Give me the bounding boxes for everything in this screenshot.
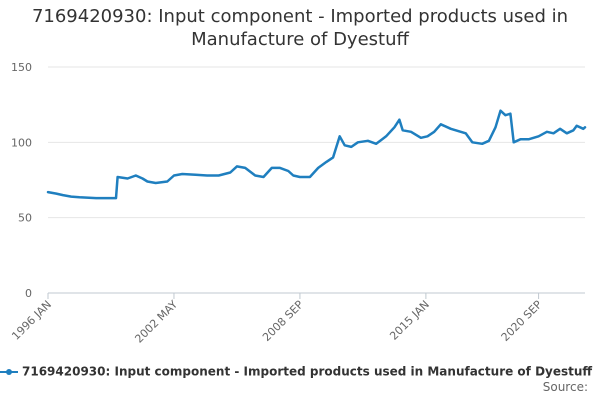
gridlines [48, 66, 585, 219]
axes [47, 292, 585, 299]
legend-label: 7169420930: Input component - Imported p… [22, 364, 593, 379]
legend-line-icon [0, 368, 18, 375]
chart-title: 7169420930: Input component - Imported p… [31, 6, 569, 50]
series-line[interactable] [46, 109, 587, 200]
y-tick-label: 150 [11, 61, 32, 74]
y-tick-label: 50 [18, 212, 32, 225]
x-tick-label: 2015 JAN [387, 298, 432, 343]
tick-labels: 0 50 100 150 1996 JAN 2002 MAY 2008 SEP 2015 JA… [9, 61, 545, 346]
x-tick-label: 2002 MAY [132, 298, 180, 346]
source-label: Source: [542, 380, 588, 394]
x-tick-label: 1996 JAN [9, 298, 54, 343]
series-layer [46, 109, 587, 200]
legend[interactable]: 7169420930: Input component - Imported p… [0, 364, 592, 379]
x-tick-label: 2020 SEP [499, 298, 545, 344]
y-tick-label: 100 [11, 136, 32, 149]
y-tick-label: 0 [25, 287, 32, 300]
x-tick-label: 2008 SEP [260, 298, 306, 344]
